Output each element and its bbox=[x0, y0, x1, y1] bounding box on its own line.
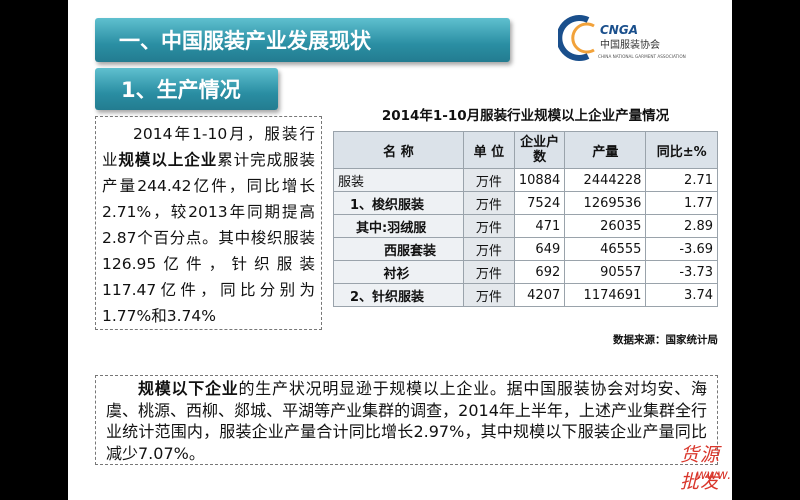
table-cell: 其中:羽绒服 bbox=[333, 214, 464, 238]
column-header: 企业户数 bbox=[513, 131, 566, 169]
bold-text: 规模以下企业 bbox=[138, 379, 239, 398]
table-cell: 4207 bbox=[513, 283, 566, 307]
table-cell: 衬衫 bbox=[333, 260, 464, 284]
bottom-paragraph: 规模以下企业的生产状况明显逊于规模以上企业。据中国服装协会对均安、海虞、桃源、西… bbox=[95, 375, 718, 465]
text: 的生产状况明显逊于规模以上企业。据中国服装协会对均安、海虞、桃源、西柳、郯城、平… bbox=[106, 379, 707, 463]
table-cell: -3.73 bbox=[645, 260, 718, 284]
column-header: 产量 bbox=[564, 131, 647, 169]
table-cell: 2、针织服装 bbox=[333, 283, 464, 307]
slide: 一、中国服装产业发展现状 1、生产情况 CNGA 中国服装协会 CHINA NA… bbox=[68, 0, 732, 500]
table-cell: 服装 bbox=[333, 168, 464, 192]
bold-text: 规模以上企业 bbox=[118, 151, 218, 169]
table-row: 衬衫 万件 692 90557 -3.73 bbox=[333, 260, 718, 284]
table-cell: 692 bbox=[513, 260, 566, 284]
table-cell: 1.77 bbox=[645, 191, 718, 215]
table-cell: 90557 bbox=[564, 260, 647, 284]
data-table: 名 称单 位企业户数 产量 同比±% 服装 万件 10884 2444228 2.71 1、梭织… bbox=[333, 131, 718, 307]
table-cell: 1174691 bbox=[564, 283, 647, 307]
table-row: 西服套装 万件 649 46555 -3.69 bbox=[333, 237, 718, 261]
table-cell: -3.69 bbox=[645, 237, 718, 261]
table-row: 服装 万件 10884 2444228 2.71 bbox=[333, 168, 718, 192]
table-cell: 万件 bbox=[462, 191, 515, 215]
column-header: 单 位 bbox=[462, 131, 515, 169]
table-cell: 649 bbox=[513, 237, 566, 261]
table-cell: 万件 bbox=[462, 214, 515, 238]
table-cell: 2.71 bbox=[645, 168, 718, 192]
table-body: 服装 万件 10884 2444228 2.71 1、梭织服装 万件 7524 1269536 1… bbox=[333, 168, 718, 307]
table-cell: 7524 bbox=[513, 191, 566, 215]
table-cell: 万件 bbox=[462, 168, 515, 192]
logo-name: 中国服装协会 bbox=[600, 38, 660, 51]
logo: CNGA 中国服装协会 CHINA NATIONAL GARMENT ASSOC… bbox=[558, 15, 686, 61]
logo-arc bbox=[558, 15, 590, 61]
left-paragraph: 2014年1-10月，服装行业规模以上企业累计完成服装产量244.42亿件，同比… bbox=[95, 116, 322, 330]
logo-english: CHINA NATIONAL GARMENT ASSOCIATION bbox=[598, 54, 686, 59]
watermark-url: www.6pf.cn bbox=[696, 468, 732, 483]
table-title: 2014年1-10月服装行业规模以上企业产量情况 bbox=[381, 108, 670, 124]
text: 累计完成服装产量244.42亿件，同比增长2.71%，较2013年同期提高2.8… bbox=[102, 151, 315, 325]
table-row: 其中:羽绒服 万件 471 26035 2.89 bbox=[333, 214, 718, 238]
section-title: 一、中国服装产业发展现状 bbox=[95, 18, 510, 62]
table-cell: 西服套装 bbox=[333, 237, 464, 261]
table-cell: 2444228 bbox=[564, 168, 647, 192]
column-header: 同比±% bbox=[645, 131, 718, 169]
subsection-title: 1、生产情况 bbox=[95, 68, 278, 110]
table-cell: 2.89 bbox=[645, 214, 718, 238]
text: 2014年1-10月，服装行业 bbox=[102, 125, 315, 169]
table-cell: 26035 bbox=[564, 214, 647, 238]
table-cell: 1、梭织服装 bbox=[333, 191, 464, 215]
header-row: 名 称单 位企业户数 产量 同比±% bbox=[333, 131, 718, 169]
watermark: 货源批发网 bbox=[680, 444, 721, 500]
logo-mark: CNGA bbox=[600, 23, 638, 37]
table-cell: 3.74 bbox=[645, 283, 718, 307]
table-cell: 万件 bbox=[462, 283, 515, 307]
table-cell: 10884 bbox=[513, 168, 566, 192]
table-cell: 万件 bbox=[462, 237, 515, 261]
source-note: 数据来源：国家统计局 bbox=[613, 334, 718, 346]
table-cell: 471 bbox=[513, 214, 566, 238]
column-header: 名 称 bbox=[333, 131, 464, 169]
table-cell: 万件 bbox=[462, 260, 515, 284]
table-row: 1、梭织服装 万件 7524 1269536 1.77 bbox=[333, 191, 718, 215]
logo-arc bbox=[571, 22, 595, 54]
table-cell: 46555 bbox=[564, 237, 647, 261]
table-cell: 1269536 bbox=[564, 191, 647, 215]
table-row: 2、针织服装 万件 4207 1174691 3.74 bbox=[333, 283, 718, 307]
